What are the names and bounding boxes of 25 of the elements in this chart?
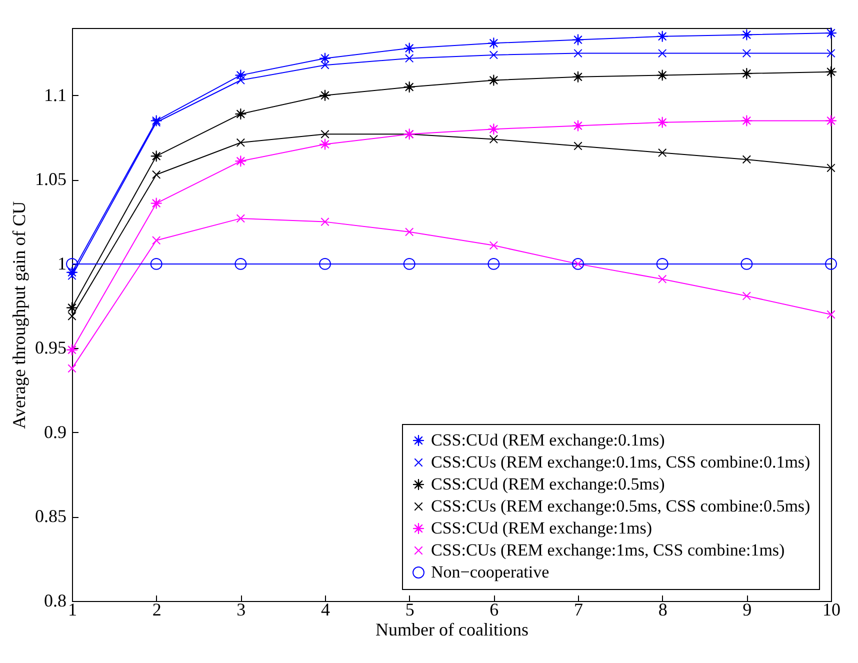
legend-label: CSS:CUs (REM exchange:0.5ms, CSS combine:0.5ms) [431,496,810,516]
x-tick-label: 6 [490,600,499,620]
x-tick-label: 2 [152,600,162,620]
y-tick-label: 1.1 [44,84,66,105]
y-axis-title: Average throughput gain of CU [9,201,29,429]
y-tick-label: 1.05 [35,169,66,190]
legend-label: CSS:CUd (REM exchange:1ms) [431,518,652,538]
y-tick-label: 0.95 [35,338,66,358]
legend-label: CSS:CUd (REM exchange:0.1ms) [431,430,665,450]
x-tick-label: 9 [742,600,752,620]
y-tick-label: 1 [58,253,66,274]
legend-label: CSS:CUs (REM exchange:0.1ms, CSS combine:0.1ms) [431,452,810,472]
x-tick-label: 7 [574,600,583,620]
x-tick-label: 8 [658,600,668,620]
y-tick-label: 0.9 [44,422,66,442]
legend-label: CSS:CUd (REM exchange:0.5ms) [431,474,665,494]
y-tick-label: 0.8 [44,590,66,610]
legend-label: Non−cooperative [431,562,550,582]
x-tick-label: 5 [405,600,414,620]
x-tick-label: 10 [822,600,840,620]
x-tick-label: 3 [236,600,246,620]
legend-label: CSS:CUs (REM exchange:1ms, CSS combine:1ms) [431,540,785,560]
x-tick-label: 4 [321,600,330,620]
y-tick-label: 0.85 [35,506,66,526]
x-axis-title: Number of coalitions [376,620,528,640]
